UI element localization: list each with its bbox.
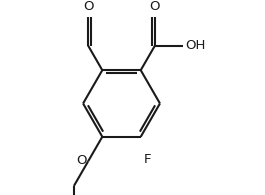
Text: O: O <box>150 0 160 13</box>
Text: O: O <box>83 0 93 13</box>
Text: O: O <box>76 154 87 167</box>
Text: OH: OH <box>185 39 205 52</box>
Text: F: F <box>144 153 152 166</box>
